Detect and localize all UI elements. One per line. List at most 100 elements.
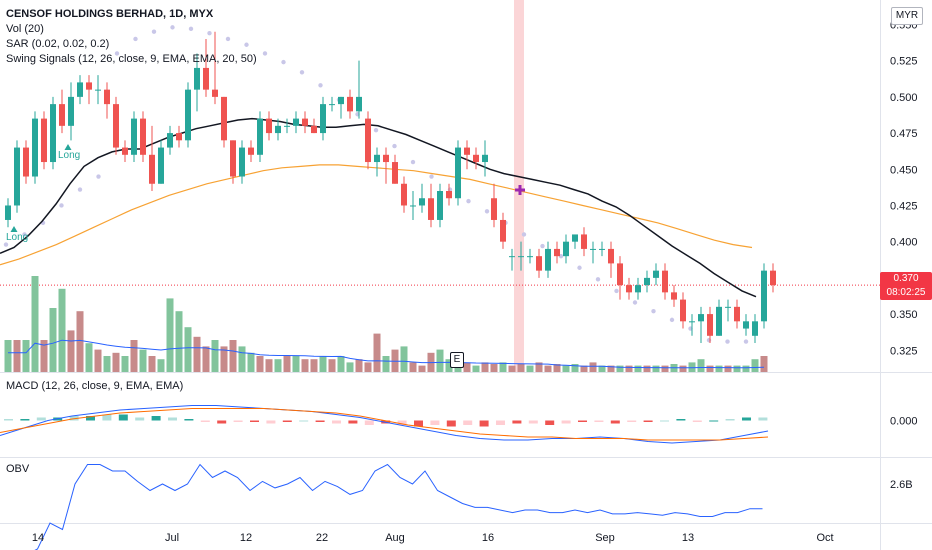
macd-histogram-bar [364,420,374,425]
macd-tick-label: 0.000 [890,416,918,428]
volume-bar [175,311,183,372]
sar-dot [96,174,101,179]
candle-body [698,314,704,322]
volume-bar [355,359,363,372]
sar-dot [170,25,175,30]
volume-bar [229,340,237,372]
candle-body [752,321,758,336]
candle-body [149,154,155,184]
volume-bar [184,327,192,372]
macd-histogram-bar [86,416,95,421]
candle-body [644,277,650,286]
volume-bar [130,340,138,372]
volume-bar [499,362,507,372]
obv-legend[interactable]: OBV [6,463,30,475]
candle-body [527,256,533,258]
candle-body [77,82,83,97]
earnings-marker[interactable]: E [450,352,464,368]
candle-body [419,198,425,206]
volume-bar [121,356,129,372]
volume-bar [571,364,579,372]
volume-bar [67,330,75,372]
macd-histogram-bar [414,420,423,427]
sar-dot [188,26,194,32]
currency-button[interactable]: MYR [891,7,923,25]
volume-bar [724,365,732,372]
candle-body [320,104,326,134]
swing-legend[interactable]: Swing Signals (12, 26, close, 9, EMA, EM… [6,53,257,65]
volume-bar [166,298,174,372]
volume-bar [49,308,57,372]
main-legend: CENSOF HOLDINGS BERHAD, 1D, MYX Vol (20)… [6,7,257,67]
volume-bar [202,346,210,372]
candle-body [590,248,596,250]
candle-body [365,118,371,163]
sar-dot [392,143,397,149]
volume-bar [598,365,606,372]
sar-dot [77,187,83,192]
vol-legend[interactable]: Vol (20) [6,23,44,35]
volume-bar [382,356,390,372]
volume-bar [265,359,273,372]
candle-body [131,118,137,155]
time-tick-label: 13 [682,532,694,544]
candle-body [59,104,65,126]
volume-bar [625,365,633,372]
time-tick-label: Jul [165,532,179,544]
countdown-timer: 08:02:25 [886,287,926,298]
candle-body [248,147,254,155]
sar-dot [151,29,157,34]
volume-bar [508,365,516,372]
candle-body [50,104,56,163]
macd-legend[interactable]: MACD (12, 26, close, 9, EMA, EMA) [6,380,184,392]
candle-body [617,263,623,286]
macd-histogram-bar [463,420,473,425]
price-tick-label: 0.525 [890,56,918,68]
sar-dot [743,339,749,344]
macd-histogram-bar [20,419,30,421]
candle-body [536,256,542,271]
macd-histogram-bar [676,419,686,421]
candle-body [239,147,245,177]
volume-bar [616,365,624,372]
candle-body [410,205,416,207]
volume-bar [328,359,336,372]
sar-legend[interactable]: SAR (0.02, 0.02, 0.2) [6,38,110,50]
time-tick-label: Sep [595,532,615,544]
time-tick-label: 22 [316,532,328,544]
candle-body [446,191,452,199]
candle-body [734,306,740,322]
volume-bar [553,364,561,372]
macd-histogram-bar [315,420,325,422]
sar-dot [669,317,675,323]
volume-bar [337,356,345,372]
candle-body [185,89,191,141]
macd-histogram-bar [512,420,522,424]
sar-dot [484,209,490,214]
volume-bar [535,362,543,372]
sar-dot [373,127,379,133]
price-tick-label: 0.475 [890,128,918,140]
sar-dot [3,242,9,247]
candle-body [635,285,641,293]
price-tick-label: 0.350 [890,309,918,321]
volume-bar [157,359,165,372]
volume-bar [400,346,408,372]
macd-histogram-bar [528,420,538,424]
sar-dot [540,243,545,249]
macd-histogram-bar [151,416,161,421]
sar-dot [632,300,638,305]
symbol-title[interactable]: CENSOF HOLDINGS BERHAD, 1D, MYX [6,8,214,20]
macd-histogram-bar [692,420,702,422]
candle-body [626,285,632,293]
volume-bar [31,276,39,372]
volume-ma-line [8,339,765,369]
last-price-value: 0.370 [893,273,919,284]
swing-cross-marker [515,185,525,195]
volume-bar [715,365,723,372]
sar-dot [262,51,268,56]
macd-histogram-bar [430,420,440,425]
macd-histogram-bar [479,420,489,427]
candle-body [608,248,614,264]
